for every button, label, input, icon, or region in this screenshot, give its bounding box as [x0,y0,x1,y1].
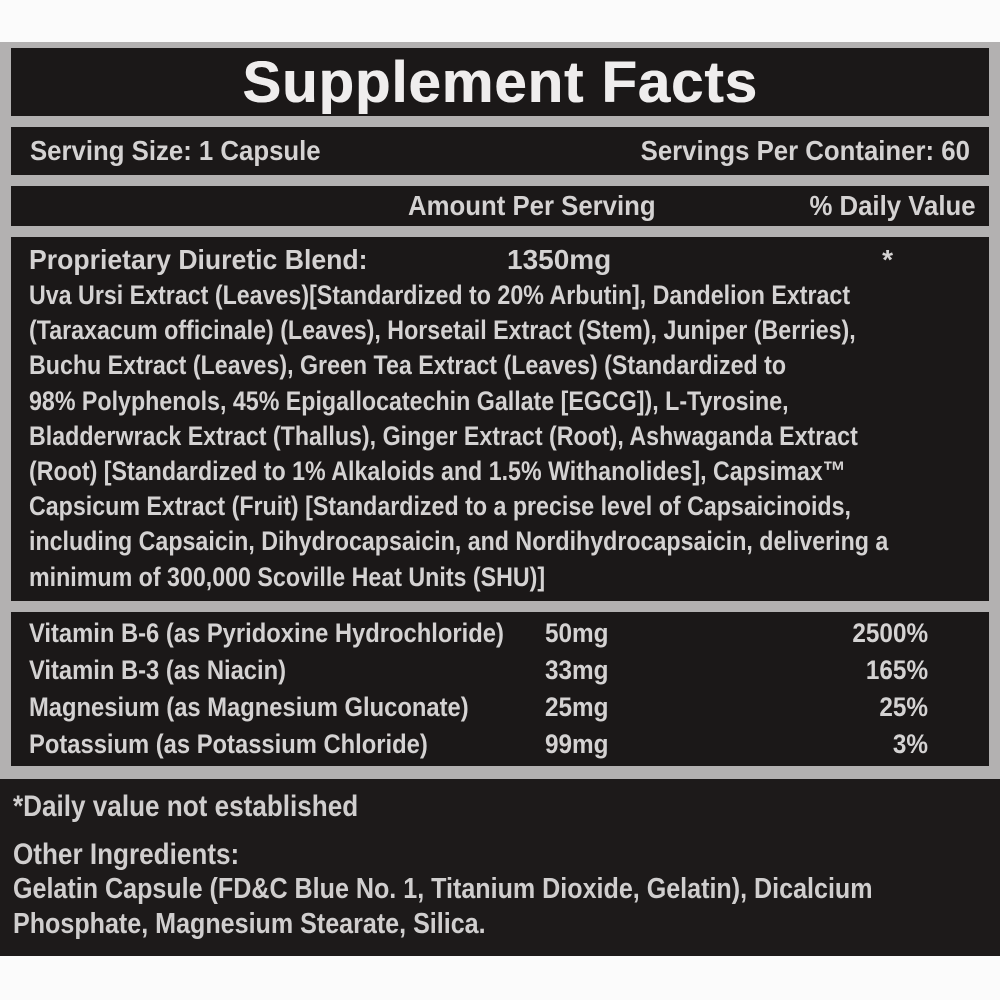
nutrient-daily-value: 25% [879,691,928,722]
blend-name: Proprietary Diuretic Blend: [29,244,368,275]
blend-description-line: including Capsaicin, Dihydrocapsaicin, a… [29,526,889,557]
serving-size-label: Serving Size: [30,135,192,166]
other-ingredients-line: Phosphate, Magnesium Stearate, Silica. [13,907,486,940]
nutrient-name: Vitamin B-3 (as Niacin) [29,654,287,685]
column-header-row: Amount Per Serving % Daily Value [11,186,989,226]
nutrients-panel: Vitamin B-6 (as Pyridoxine Hydrochloride… [11,611,989,766]
blend-description: Uva Ursi Extract (Leaves)[Standardized t… [29,278,971,595]
blend-description-line: Buchu Extract (Leaves), Green Tea Extrac… [29,350,787,381]
blend-description-line: (Taraxacum officinale) (Leaves), Horseta… [29,315,856,346]
nutrient-name: Potassium (as Potassium Chloride) [29,728,428,759]
nutrient-daily-value: 2500% [852,617,928,648]
nutrient-amount: 25mg [545,691,609,722]
other-ingredients-line: Gelatin Capsule (FD&C Blue No. 1, Titani… [13,872,873,905]
blend-description-line: minimum of 300,000 Scoville Heat Units (… [29,561,546,592]
blend-description-line: (Root) [Standardized to 1% Alkaloids and… [29,456,846,487]
proprietary-blend-panel: Proprietary Diuretic Blend: 1350mg * Uva… [11,237,989,601]
nutrient-daily-value: 3% [892,728,928,759]
blend-description-line: Uva Ursi Extract (Leaves)[Standardized t… [29,280,851,310]
nutrient-row: Vitamin B-6 (as Pyridoxine Hydrochloride… [29,615,971,652]
nutrient-name: Vitamin B-6 (as Pyridoxine Hydrochloride… [29,617,504,648]
servings-per-container: Servings Per Container: 60 [641,135,970,167]
title-panel: Supplement Facts [11,48,989,116]
servings-per-container-label: Servings Per Container: [640,135,935,166]
other-ingredients-label: Other Ingredients: [13,837,240,871]
blend-description-line: Capsicum Extract (Fruit) [Standardized t… [29,491,851,522]
amount-per-serving-header: Amount Per Serving [408,190,656,221]
blend-description-line: 98% Polyphenols, 45% Epigallocatechin Ga… [29,385,789,416]
daily-value-footnote: *Daily value not established [13,789,359,823]
facts-frame: Supplement Facts Serving Size: 1 Capsule… [0,42,1000,779]
nutrient-amount: 99mg [545,728,609,759]
serving-size: Serving Size: 1 Capsule [30,135,321,167]
daily-value-header: % Daily Value [809,190,976,221]
serving-size-value: 1 Capsule [198,135,321,166]
page-title: Supplement Facts [242,49,758,115]
nutrient-amount: 33mg [545,654,609,685]
nutrient-row: Potassium (as Potassium Chloride) 99mg 3… [29,726,971,763]
blend-daily-value-asterisk: * [882,244,893,275]
blend-row: Proprietary Diuretic Blend: 1350mg * [29,241,971,278]
nutrient-row: Magnesium (as Magnesium Gluconate) 25mg … [29,689,971,726]
blend-description-line: Bladderwrack Extract (Thallus), Ginger E… [29,420,858,451]
nutrient-daily-value: 165% [865,654,928,685]
blend-amount: 1350mg [507,244,612,275]
footnote-section: *Daily value not established Other Ingre… [0,778,1000,956]
nutrient-row: Vitamin B-3 (as Niacin) 33mg 165% [29,652,971,689]
serving-row: Serving Size: 1 Capsule Servings Per Con… [11,127,989,175]
top-margin [0,0,1000,42]
servings-per-container-value: 60 [941,135,970,166]
nutrient-name: Magnesium (as Magnesium Gluconate) [29,691,469,722]
nutrient-amount: 50mg [545,617,609,648]
